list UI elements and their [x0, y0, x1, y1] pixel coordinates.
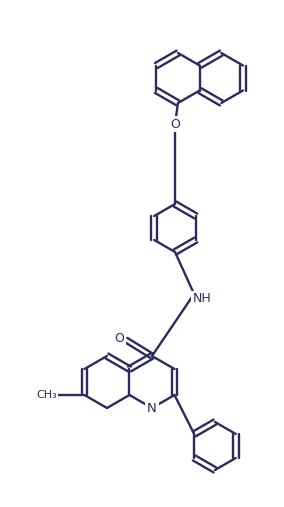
Text: N: N — [147, 403, 157, 416]
Text: NH: NH — [193, 293, 211, 306]
Text: O: O — [114, 332, 124, 344]
Text: CH₃: CH₃ — [36, 390, 57, 400]
Text: O: O — [170, 118, 180, 130]
